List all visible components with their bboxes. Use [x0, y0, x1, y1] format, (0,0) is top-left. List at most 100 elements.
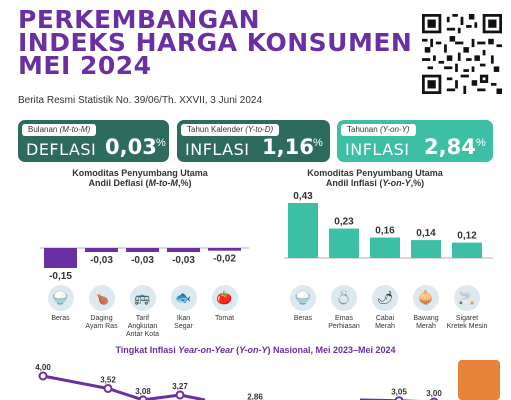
deflasi-category-label: Beras: [51, 315, 70, 322]
card-unit: %: [313, 137, 323, 149]
deflasi-category-label: Daging Ayam Ras: [85, 315, 118, 330]
yoy-point-label: 3,08: [135, 387, 151, 396]
deflasi-bar: [126, 248, 159, 252]
card-monthly-label: Bulanan (M-to-M): [22, 124, 97, 136]
deflasi-category-label: Tomat: [214, 315, 235, 322]
title-line-1: PERKEMBANGAN: [18, 5, 261, 34]
card-label-period: (M-to-M): [59, 125, 91, 134]
deflasi-bar: [44, 248, 77, 268]
deflasi-bar: [167, 248, 200, 252]
inflasi-bar-label: 0,43: [293, 191, 313, 202]
card-label-period: (Y-to-D): [245, 125, 274, 134]
inflasi-category-label: Sigaret Kretek Mesin: [446, 315, 488, 330]
card-label-period: (Y-on-Y): [379, 125, 410, 134]
title-period: M-to-M: [148, 178, 178, 188]
page-title: PERKEMBANGAN INDEKS HARGA KONSUMEN MEI 2…: [18, 5, 418, 80]
inflasi-title-line-2: Andil Inflasi (Y-on-Y,%): [275, 178, 475, 188]
yoy-point-label: 4,00: [35, 363, 51, 372]
deflasi-bar: [85, 248, 118, 252]
title-period-2: Y-on-Y: [239, 345, 268, 355]
inflasi-category-label: Beras: [293, 315, 313, 322]
inflasi-category-label: Cabai Merah: [375, 315, 395, 330]
yoy-point-label: 3,00: [426, 389, 442, 398]
deflasi-category-label: Tarif Angkutan Antar Kota: [125, 315, 160, 338]
qr-code-icon[interactable]: [422, 14, 502, 94]
inflasi-bar: [452, 242, 482, 258]
rice-bowl-icon: 🍚: [290, 285, 316, 311]
yoy-point: [394, 396, 404, 400]
card-monthly: Bulanan (M-to-M) DEFLASI 0,03 %: [18, 120, 169, 162]
yoy-point: [138, 395, 148, 400]
card-ytd-label: Tahun Kalender (Y-to-D): [181, 124, 280, 136]
inflasi-bar: [370, 237, 400, 258]
shallot-icon: 🧅: [413, 285, 439, 311]
title-prefix: Andil Deflasi (: [88, 178, 149, 188]
inflasi-bar-label: 0,23: [334, 217, 354, 228]
card-label-main: Tahunan: [347, 125, 378, 134]
card-kind: DEFLASI: [26, 140, 97, 159]
inflasi-bar: [329, 228, 359, 258]
deflasi-title-line-1: Komoditas Penyumbang Utama: [72, 168, 208, 178]
card-value: 0,03: [105, 135, 157, 159]
title-line-3: MEI 2024: [18, 51, 152, 80]
card-yoy-label: Tahunan (Y-on-Y): [341, 124, 416, 136]
title-suffix: ,%): [178, 178, 192, 188]
yoy-point: [103, 383, 113, 393]
deflasi-chart-title: Komoditas Penyumbang Utama Andil Deflasi…: [40, 168, 240, 188]
yoy-point-label: 3,05: [391, 388, 407, 397]
card-label-main: Tahun Kalender: [187, 125, 244, 134]
inflasi-bar-label: 0,16: [375, 226, 395, 237]
deflasi-bar-label: -0,03: [90, 255, 113, 266]
card-unit: %: [476, 137, 486, 149]
inflasi-chart-title: Komoditas Penyumbang Utama Andil Inflasi…: [275, 168, 475, 188]
yoy-point-label: 3,52: [100, 375, 116, 384]
inflasi-bar: [288, 203, 318, 258]
deflasi-bar-label: -0,02: [213, 254, 236, 265]
subtitle: Berita Resmi Statistik No. 39/06/Th. XXV…: [18, 95, 263, 106]
deflasi-bar-label: -0,15: [49, 271, 72, 282]
bar-charts: -0,15 -0,03 -0,03 -0,03 -0,02 0,43 0,23 0,16 0,1…: [40, 191, 493, 282]
yoy-point: [38, 371, 48, 381]
card-ytd: Tahun Kalender (Y-to-D) INFLASI 1,16 %: [177, 120, 330, 162]
card-label-main: Bulanan: [28, 125, 58, 134]
rice-bowl-icon: 🍚: [47, 285, 74, 311]
title-line-2: INDEKS HARGA KONSUMEN: [18, 28, 413, 57]
title-prefix: Tingkat Inflasi: [115, 345, 179, 355]
deflasi-bar-label: -0,03: [131, 255, 154, 266]
tomato-icon: 🍅: [211, 285, 238, 311]
inflasi-bar: [411, 240, 441, 258]
yoy-point-label: 3,27: [172, 382, 188, 391]
bus-icon: 🚌: [129, 285, 156, 311]
card-kind: INFLASI: [185, 140, 250, 159]
deflasi-category-label: Ikan Segar: [174, 315, 193, 330]
highlight-box: [458, 360, 500, 400]
card-value: 1,16: [262, 135, 314, 159]
inflasi-category-label: Bawang Merah: [413, 315, 439, 330]
deflasi-bar-label: -0,03: [172, 255, 195, 266]
inflasi-bar-label: 0,14: [416, 228, 436, 239]
yoy-point-label: 2,86: [247, 393, 263, 400]
inflasi-category-label: Emas Perhiasan: [328, 315, 360, 330]
chili-icon: 🌶: [372, 285, 398, 311]
title-suffix: ,%): [410, 178, 425, 188]
card-unit: %: [156, 137, 166, 149]
title-suffix: ) Nasional, Mei 2023–Mei 2024: [267, 345, 396, 355]
fish-icon: 🐟: [170, 285, 197, 311]
card-yoy: Tahunan (Y-on-Y) INFLASI 2,84 %: [337, 120, 493, 162]
inflasi-title-line-1: Komoditas Penyumbang Utama: [307, 168, 443, 178]
card-kind: INFLASI: [345, 140, 410, 159]
deflasi-title-line-2: Andil Deflasi (M-to-M,%): [40, 178, 240, 188]
inflasi-bar-label: 0,12: [457, 231, 477, 242]
title-mid: (: [233, 345, 240, 355]
line-chart-title: Tingkat Inflasi Year-on-Year (Y-on-Y) Na…: [0, 345, 511, 355]
card-value: 2,84: [424, 135, 476, 159]
deflasi-bar: [208, 248, 241, 251]
title-period: Y-on-Y: [382, 178, 411, 188]
gold-jewelry-icon: 💍: [331, 285, 357, 311]
yoy-point: [175, 390, 185, 400]
chicken-icon: 🍗: [88, 285, 115, 311]
title-period: Year-on-Year: [178, 345, 234, 355]
title-prefix: Andil Inflasi (: [325, 178, 383, 188]
yoy-line-chart: 4,003,523,083,272,863,053,002,84: [35, 360, 500, 400]
cigarette-icon: 🚬: [454, 285, 480, 311]
